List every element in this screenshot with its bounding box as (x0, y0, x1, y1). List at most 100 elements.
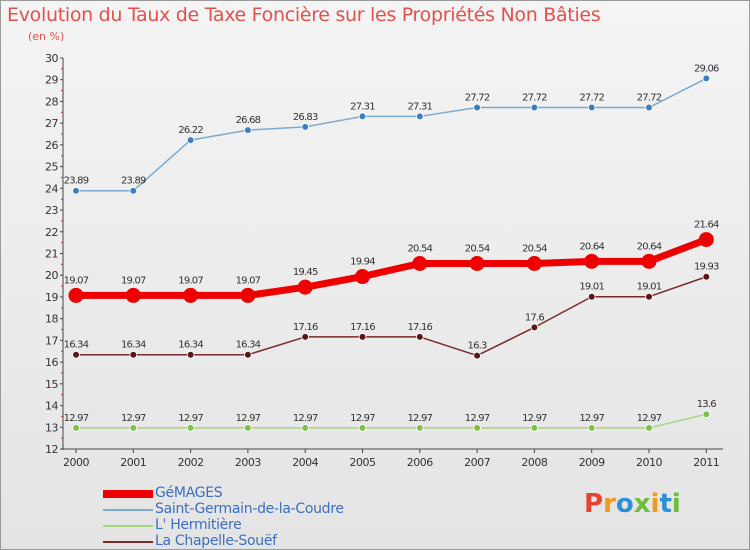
data-label: 27.31 (350, 101, 375, 112)
data-label: 23.89 (121, 176, 146, 187)
data-point (244, 126, 252, 134)
data-point (183, 287, 199, 303)
data-label: 12.97 (121, 413, 146, 424)
data-label: 12.97 (236, 413, 261, 424)
data-point (125, 287, 141, 303)
data-label: 19.07 (64, 275, 89, 286)
logo-letter: t (659, 489, 672, 519)
data-label: 26.83 (293, 112, 318, 123)
data-point (72, 424, 80, 432)
data-point (244, 424, 252, 432)
data-label: 16.34 (178, 340, 203, 351)
data-point (415, 424, 424, 432)
data-point (72, 350, 80, 359)
logo-letter: r (603, 489, 616, 519)
data-label: 20.54 (522, 243, 547, 254)
data-label: 16.34 (121, 340, 146, 351)
data-point (415, 112, 424, 121)
x-tick-label: 2008 (521, 456, 547, 469)
data-point (473, 424, 481, 432)
legend-label: GéMAGES (155, 485, 223, 501)
data-point (473, 351, 481, 360)
data-point (702, 410, 711, 419)
data-point (129, 350, 138, 359)
data-point (301, 123, 310, 131)
x-tick-label: 2010 (636, 456, 662, 469)
data-label: 17.16 (407, 322, 432, 333)
y-tick-label: 14 (45, 400, 58, 413)
data-point (297, 279, 313, 295)
data-label: 12.97 (465, 413, 490, 424)
data-label: 16.3 (468, 341, 488, 352)
y-tick-label: 15 (45, 378, 58, 391)
data-label: 19.45 (293, 267, 318, 278)
data-label: 17.6 (525, 312, 545, 323)
x-tick-label: 2006 (407, 456, 433, 469)
data-point (129, 186, 138, 195)
data-point (641, 253, 657, 269)
legend-swatch (103, 490, 153, 498)
x-tick-label: 2009 (579, 456, 605, 469)
y-tick-label: 13 (45, 421, 58, 434)
data-label: 17.16 (350, 322, 375, 333)
data-label: 20.54 (407, 243, 432, 254)
y-tick-label: 16 (45, 356, 58, 369)
data-label: 19.93 (694, 262, 719, 273)
data-point (587, 292, 596, 301)
data-point (702, 272, 711, 281)
data-point (645, 424, 653, 432)
y-tick-label: 21 (45, 248, 58, 261)
data-point (358, 333, 367, 341)
data-label: 26.22 (178, 125, 203, 136)
proxiti-logo: Proxiti (584, 489, 681, 519)
x-tick-label: 2002 (178, 456, 204, 469)
data-point (240, 287, 256, 303)
data-point (584, 253, 600, 269)
data-point (587, 424, 596, 432)
data-point (355, 269, 370, 285)
legend-label: Saint-Germain-de-la-Coudre (155, 501, 344, 517)
x-tick-label: 2005 (350, 456, 376, 469)
chart-subtitle: (en %) (28, 30, 65, 43)
data-label: 27.72 (637, 93, 662, 104)
data-point (186, 136, 195, 144)
data-point (244, 350, 252, 359)
data-label: 12.97 (64, 413, 89, 424)
data-label: 26.68 (236, 115, 261, 126)
data-label: 19.07 (121, 275, 146, 286)
y-tick-label: 24 (45, 182, 58, 195)
data-point (645, 292, 653, 301)
data-label: 16.34 (64, 340, 89, 351)
legend-label: L' Hermitière (155, 517, 242, 533)
chart-title: Evolution du Taux de Taxe Foncière sur l… (7, 4, 601, 26)
data-point (530, 103, 539, 112)
data-label: 23.89 (64, 176, 89, 187)
y-tick-label: 29 (45, 74, 58, 87)
y-tick-label: 30 (45, 52, 58, 65)
data-point (469, 255, 485, 271)
y-tick-label: 12 (45, 443, 58, 456)
data-label: 27.72 (522, 93, 547, 104)
data-label: 12.97 (579, 413, 604, 424)
data-label: 12.97 (350, 413, 375, 424)
y-tick-label: 22 (45, 226, 58, 239)
data-point (698, 232, 714, 248)
series-line (75, 275, 708, 357)
data-point (186, 424, 195, 432)
series-line (75, 413, 708, 429)
data-point (473, 103, 481, 112)
data-point (530, 323, 539, 332)
data-label: 27.31 (407, 101, 432, 112)
logo-letter: i (650, 489, 660, 519)
data-label: 21.64 (694, 220, 719, 231)
data-point (301, 424, 310, 432)
legend-swatch (103, 541, 153, 543)
data-point (68, 287, 84, 303)
data-point (530, 424, 539, 432)
data-label: 19.07 (236, 275, 261, 286)
y-tick-label: 28 (45, 95, 58, 108)
data-point (587, 103, 596, 112)
data-label: 19.01 (637, 282, 662, 293)
